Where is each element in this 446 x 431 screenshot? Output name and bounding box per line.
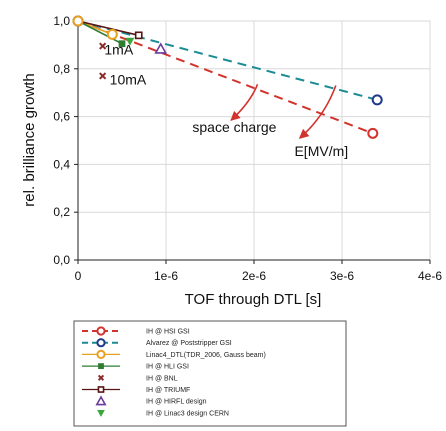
marker-circle <box>72 15 84 27</box>
legend-item: IH @ HIRFL design <box>95 395 207 406</box>
marker-circle <box>96 326 106 336</box>
legend-marker <box>98 363 104 370</box>
data-point-0-1 <box>367 127 379 139</box>
legend-box <box>73 320 347 427</box>
x-tick-label: 3e-6 <box>330 269 354 283</box>
marker-x-stroke <box>99 42 107 50</box>
data-point-2-1 <box>106 28 118 40</box>
y-tick-label: 0,0 <box>53 253 70 267</box>
legend-label: IH @ HIRFL design <box>146 399 207 406</box>
data-point-4-1 <box>99 72 107 80</box>
marker-triangle-up <box>154 42 168 54</box>
marker-square-open <box>134 31 143 40</box>
marker-circle <box>96 338 106 348</box>
marker-triangle-down <box>97 410 105 417</box>
legend-label: IH @ HLI GSI <box>146 364 189 371</box>
y-tick-label: 0,4 <box>53 157 70 171</box>
legend-label: IH @ TRIUMF <box>146 387 190 394</box>
data-point-4-0 <box>99 42 107 50</box>
y-tick-label: 1,0 <box>53 14 70 28</box>
legend-marker <box>96 326 106 336</box>
legend-marker <box>97 374 105 381</box>
legend-item: Linac4_DTL(TDR_2006, Gauss beam) <box>82 349 266 359</box>
legend-marker <box>96 349 106 359</box>
legend-item: IH @ Linac3 design CERN <box>97 410 229 417</box>
x-tick-label: 4e-6 <box>418 269 442 283</box>
data-point-3-0 <box>118 40 126 48</box>
marker-triangle-up <box>95 395 107 406</box>
annotations: 1mA 10mA space charge E[MV/m] <box>104 41 348 159</box>
data-point-1-1 <box>371 94 383 106</box>
marker-triangle-down <box>125 37 135 46</box>
axis-titles: TOF through DTL [s] rel. brilliance grow… <box>21 73 321 308</box>
y-tick-label: 0,2 <box>53 205 70 219</box>
legend-label: Alvarez @ Poststripper GSI <box>146 340 232 347</box>
marker-x-stroke <box>99 72 107 80</box>
series-layer <box>72 15 383 139</box>
x-axis-title: TOF through DTL [s] <box>185 291 322 308</box>
legend-label: IH @ Linac3 design CERN <box>146 410 229 417</box>
label-10ma: 10mA <box>110 71 147 87</box>
legend-item: Alvarez @ Poststripper GSI <box>82 338 232 348</box>
series-line-3 <box>77 20 123 45</box>
legend-item: IH @ BNL <box>97 374 178 382</box>
marker-circle <box>367 127 379 139</box>
data-point-5-0 <box>134 31 143 40</box>
arrow-head <box>298 128 310 139</box>
legend-marker <box>97 386 105 393</box>
marker-circle <box>371 94 383 106</box>
legend-item: IH @ HSI GSI <box>82 326 190 336</box>
y-tick-label: 0,6 <box>53 110 70 124</box>
arrow-head <box>230 110 241 121</box>
label-e-field: E[MV/m] <box>294 143 348 159</box>
legend-item: IH @ TRIUMF <box>82 386 190 394</box>
marker-square-open <box>97 386 105 393</box>
label-space-charge: space charge <box>192 119 276 135</box>
arrow-e-field <box>298 85 337 139</box>
label-1ma: 1mA <box>104 41 133 57</box>
marker-circle <box>106 28 118 40</box>
data-point-6-0 <box>154 42 168 54</box>
x-tick-label: 0 <box>75 269 82 283</box>
legend-label: IH @ HSI GSI <box>146 329 190 336</box>
data-point-7-0 <box>125 37 135 46</box>
legend-marker <box>97 410 105 417</box>
axes: 0,0 0,2 0,4 0,6 0,8 1,0 0 1e-6 2e-6 3e-6 4e-6 <box>53 14 442 283</box>
data-point-2-0 <box>72 15 84 27</box>
marker-square <box>118 40 126 48</box>
legend-marker <box>96 338 106 348</box>
legend-label: Linac4_DTL(TDR_2006, Gauss beam) <box>146 352 266 359</box>
y-tick-label: 0,8 <box>53 62 70 76</box>
legend-item: IH @ HLI GSI <box>82 363 189 371</box>
marker-square <box>98 363 104 370</box>
arrow-space-charge <box>230 84 259 121</box>
x-tick-label: 2e-6 <box>242 269 266 283</box>
series-line-5 <box>77 20 139 37</box>
marker-x-stroke <box>97 374 105 381</box>
legend: IH @ HSI GSI Alvarez @ Poststripper GSI Li… <box>73 320 347 427</box>
marker-circle <box>96 349 106 359</box>
legend-label: IH @ BNL <box>146 375 178 382</box>
legend-marker <box>95 395 107 406</box>
y-axis-title: rel. brilliance growth <box>21 73 38 206</box>
series-line-1 <box>77 20 378 101</box>
x-tick-label: 1e-6 <box>154 269 178 283</box>
